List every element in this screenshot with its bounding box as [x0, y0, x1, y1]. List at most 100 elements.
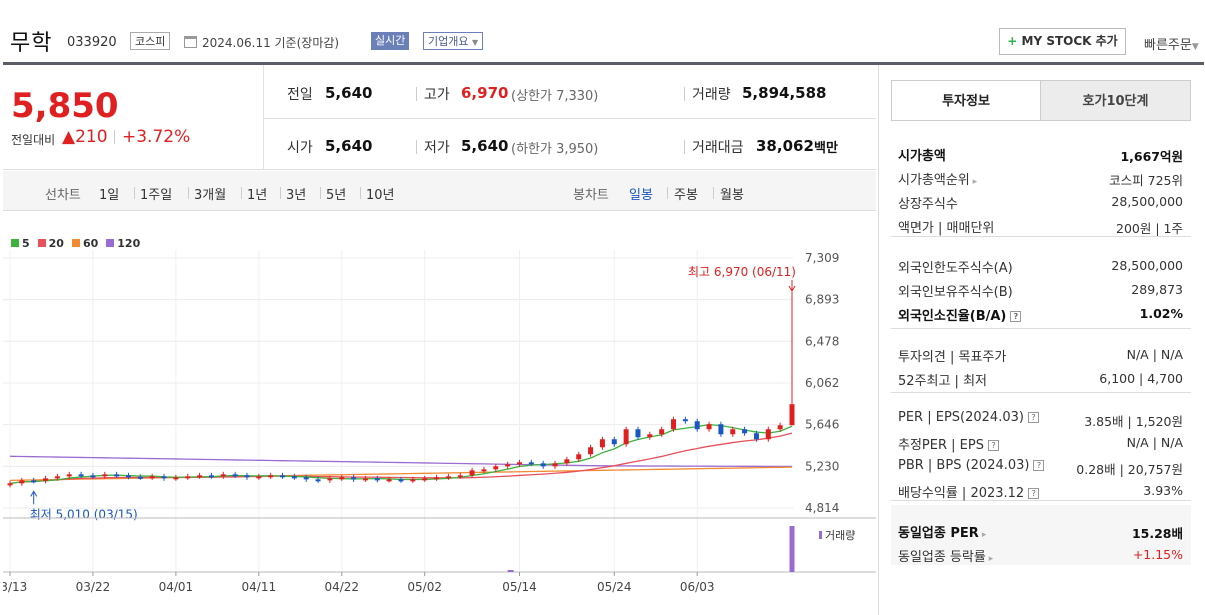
info-label-text: 액면가 | 매매단위: [898, 221, 995, 236]
info-value: 6,100 | 4,700: [1099, 371, 1183, 386]
market-badge: 코스피: [130, 32, 171, 50]
divider: [684, 87, 685, 101]
lower-limit: (하한가 3,950): [511, 142, 599, 157]
chevron-down-icon: ▼: [471, 38, 479, 47]
realtime-button[interactable]: 실시간: [371, 32, 410, 50]
legend-label: 60: [82, 237, 99, 250]
info-value: 0.28배 | 20,757원: [1076, 462, 1183, 477]
candle-body: [197, 475, 203, 478]
open-label: 시가: [287, 140, 313, 156]
candle-body: [682, 419, 688, 422]
divider: [241, 187, 242, 199]
candle-body: [102, 474, 108, 477]
info-label-text: 투자의견 | 목표주가: [898, 350, 1007, 365]
divider: [878, 65, 879, 615]
tab-investment-info[interactable]: 투자정보: [891, 80, 1041, 121]
help-icon[interactable]: ?: [1010, 311, 1022, 322]
candle-body: [362, 478, 368, 481]
help-icon[interactable]: ?: [1027, 412, 1039, 423]
info-value: 28,500,000: [1111, 194, 1183, 209]
change-amount: ▲210: [62, 127, 108, 147]
candle-body: [410, 479, 416, 482]
chevron-right-icon: ▸: [969, 177, 978, 187]
candle-body: [149, 476, 155, 479]
tab-10년[interactable]: 10년: [366, 188, 395, 203]
info-value: 1,667억원: [1120, 149, 1183, 164]
tab-일봉[interactable]: 일봉: [629, 188, 653, 203]
y-tick-label: 7,309: [805, 251, 839, 265]
candle-body: [339, 477, 345, 480]
help-icon[interactable]: ?: [987, 440, 999, 451]
tab-주봉[interactable]: 주봉: [674, 188, 698, 203]
candle-body: [351, 477, 357, 480]
info-value: 15.28배: [1131, 526, 1183, 541]
info-label-text: 상장주식수: [898, 197, 958, 212]
info-value: +1.15%: [1132, 547, 1183, 562]
candle-body: [742, 429, 748, 434]
info-label-text: 외국인보유주식수(B): [898, 285, 1013, 300]
open-value: 5,640: [325, 137, 373, 155]
tab-1년[interactable]: 1년: [247, 188, 268, 203]
legend-item: 20: [37, 237, 64, 250]
info-value: 1.02%: [1139, 306, 1183, 321]
tab-월봉[interactable]: 월봉: [720, 188, 744, 203]
high-annotation: 최고 6,970 (06/11): [688, 265, 796, 279]
info-label[interactable]: 동일업종 PER ▸: [898, 522, 986, 541]
candle-body: [469, 470, 475, 476]
tab-order-book[interactable]: 호가10단계: [1040, 80, 1191, 121]
legend-label: 120: [117, 237, 141, 250]
candle-body: [43, 478, 49, 481]
divider: [667, 187, 668, 199]
candle-body: [398, 479, 404, 482]
y-tick-label: 4,814: [805, 501, 839, 515]
candle-body: [588, 447, 594, 455]
low-annotation: 최저 5,010 (03/15): [30, 507, 138, 521]
price-chart[interactable]: 7,309 6,893 6,478 6,062 5,646 5,230 4,814 최고 6,…: [3, 250, 876, 615]
info-label: 배당수익률 | 2023.12?: [898, 482, 1040, 501]
info-label[interactable]: 시가총액순위 ▸: [898, 169, 977, 188]
stock-code: 033920: [67, 35, 117, 50]
moving-average-line: [9, 423, 793, 484]
help-icon[interactable]: ?: [1028, 488, 1040, 499]
candle-body: [576, 454, 582, 460]
info-label[interactable]: 동일업종 등락률 ▸: [898, 546, 993, 565]
y-tick-label: 6,478: [805, 334, 839, 348]
candle-body: [315, 479, 321, 482]
divider: [891, 392, 1191, 393]
industry-section: [891, 505, 1191, 565]
legend-item: 60: [71, 237, 99, 250]
tab-1주일[interactable]: 1주일: [140, 188, 173, 203]
change-label: 전일대비: [11, 133, 56, 147]
company-info-dropdown[interactable]: 기업개요 ▼: [423, 32, 484, 50]
candle-chart-label: 봉차트: [573, 188, 609, 203]
info-label-text: 외국인한도주식수(A): [898, 261, 1013, 276]
high-value: 6,970: [461, 84, 509, 102]
info-label: 상장주식수: [898, 193, 958, 212]
help-icon[interactable]: ?: [1033, 460, 1045, 471]
x-tick-label: 04/22: [324, 580, 359, 594]
tab-3개월[interactable]: 3개월: [194, 188, 227, 203]
info-label: 추정PER | EPS?: [898, 434, 999, 453]
x-tick-label: 05/24: [597, 580, 632, 594]
info-label-text: 시가총액: [898, 149, 946, 164]
candle-body: [78, 474, 84, 477]
header-divider: [3, 62, 1204, 65]
tab-5년[interactable]: 5년: [326, 188, 347, 203]
line-chart-label: 선차트: [45, 188, 81, 203]
info-label-text: 시가총액순위: [898, 173, 970, 188]
legend-swatch: [71, 239, 80, 247]
tab-3년[interactable]: 3년: [286, 188, 307, 203]
chevron-right-icon: ▸: [985, 554, 994, 564]
change-percent: +3.72%: [122, 127, 191, 147]
add-mystock-button[interactable]: + MY STOCK 추가: [999, 28, 1126, 55]
candle-body: [173, 477, 179, 480]
tab-1일[interactable]: 1일: [99, 188, 120, 203]
calendar-icon: [184, 36, 197, 48]
divider: [416, 87, 417, 101]
divider: [684, 140, 685, 154]
quick-order-button[interactable]: 빠른주문▼: [1144, 34, 1199, 53]
plus-icon: +: [1007, 34, 1018, 48]
candle-body: [564, 459, 570, 464]
candle-body: [516, 462, 522, 465]
info-label-text: 배당수익률 | 2023.12: [898, 486, 1025, 501]
